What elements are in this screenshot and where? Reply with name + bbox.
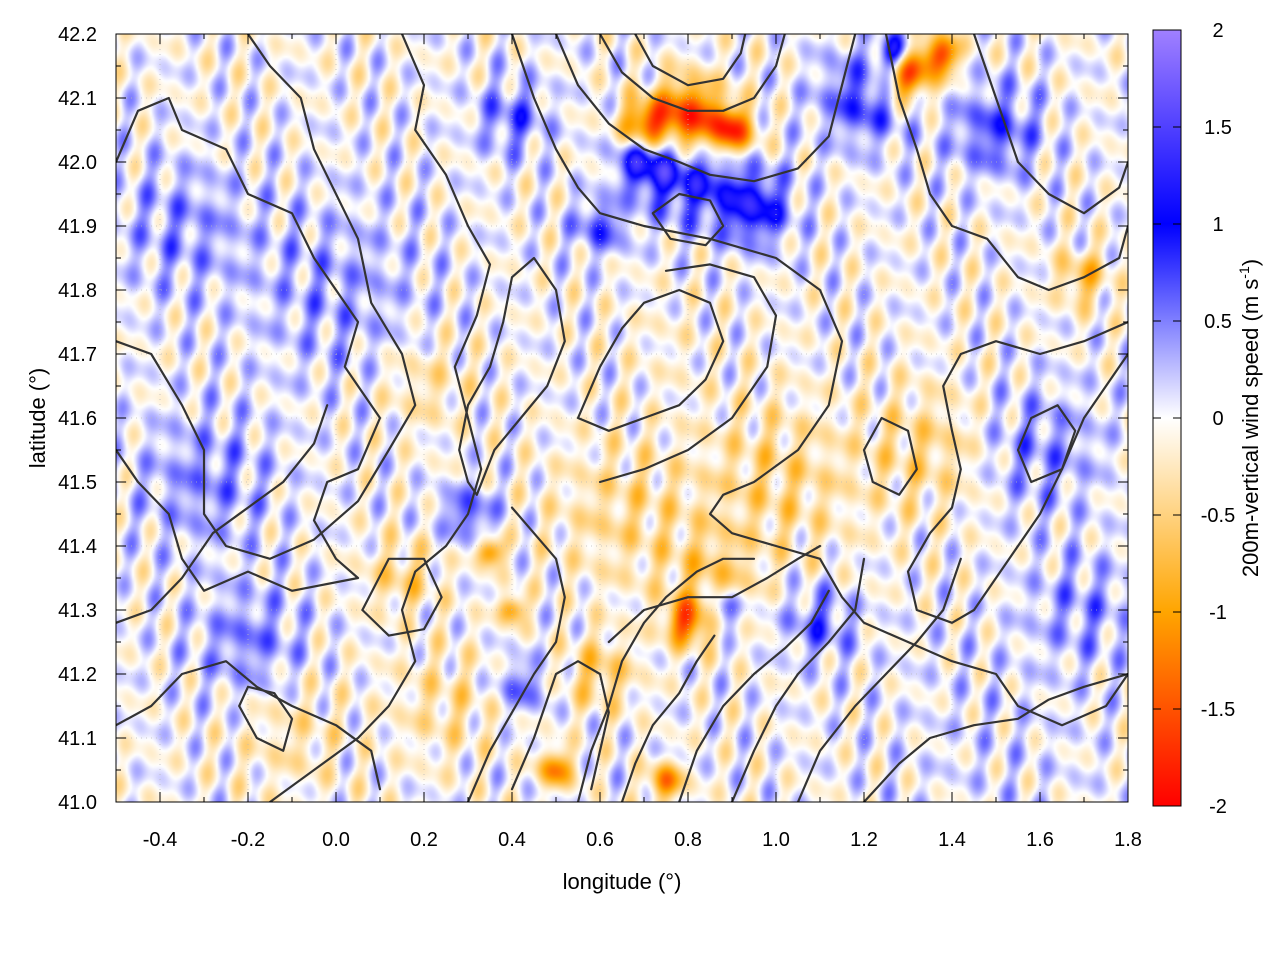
grid-lines — [116, 34, 1128, 802]
y-tick-label: 41.5 — [58, 472, 97, 494]
colorbar-tick-label: -1 — [1209, 602, 1227, 624]
contour-line-20 — [576, 288, 725, 432]
y-tick-label: 41.8 — [58, 280, 97, 302]
contour-line-23 — [116, 404, 329, 624]
y-tick-label: 41.7 — [58, 344, 97, 366]
y-axis: 41.0 41.1 41.2 41.3 41.4 41.5 41.6 41.7 41.8 41.9… — [58, 24, 1128, 814]
contour-line-19 — [458, 256, 566, 496]
colorbar-ticks: -2 -1.5 -1 -0.5 0 0.5 1 1.5 2 — [1153, 20, 1235, 818]
contour-line-4 — [554, 34, 857, 183]
y-tick-label: 42.0 — [58, 152, 97, 174]
colorbar-title-main: 200m-vertical wind speed (m s — [1238, 279, 1263, 577]
colorbar: -2 -1.5 -1 -0.5 0 0.5 1 1.5 2 200m-vertical wind… — [1152, 20, 1263, 818]
x-tick-label: 1.6 — [1026, 829, 1054, 851]
x-tick-label: 0.8 — [674, 829, 702, 851]
y-tick-label: 42.1 — [58, 88, 97, 110]
contour-line-10 — [862, 672, 1128, 802]
contour-line-14 — [607, 544, 822, 644]
contour-line-12 — [730, 557, 866, 802]
contour-line-21 — [598, 263, 778, 484]
y-tick-label: 41.0 — [58, 792, 97, 814]
contour-line-17 — [510, 660, 610, 791]
y-tick-label: 41.9 — [58, 216, 97, 238]
contour-line-25 — [862, 416, 918, 496]
contour-line-27 — [361, 557, 443, 637]
x-tick-label: -0.4 — [143, 829, 177, 851]
contour-line-18 — [466, 506, 566, 802]
x-tick-label: 1.2 — [850, 829, 878, 851]
y-tick-label: 42.2 — [58, 24, 97, 46]
contour-line-28 — [651, 192, 725, 247]
contour-line-9 — [906, 320, 1128, 624]
contour-line-7 — [884, 34, 1128, 292]
colorbar-tick-label: -1.5 — [1201, 699, 1235, 721]
contour-line-3 — [510, 34, 1128, 727]
colorbar-tick-label: 1 — [1212, 214, 1223, 236]
x-axis: -0.4 -0.2 0.0 0.2 0.4 0.6 0.8 1.0 1.2 1.4 1.6 1.8 — [115, 34, 1142, 851]
contour-line-6 — [634, 34, 747, 87]
x-tick-label: 1.4 — [938, 829, 966, 851]
colorbar-tick-label: 1.5 — [1204, 117, 1232, 139]
contour-line-26 — [1016, 404, 1077, 484]
contour-line-1 — [116, 34, 417, 560]
colorbar-title-end: ) — [1238, 259, 1263, 266]
colorbar-tick-label: 0 — [1212, 408, 1223, 430]
colorbar-tick-label: 0.5 — [1204, 311, 1232, 333]
colorbar-tick-label: -0.5 — [1201, 505, 1235, 527]
x-tick-label: 0.2 — [410, 829, 438, 851]
contour-line-11 — [796, 557, 962, 802]
y-tick-label: 41.1 — [58, 728, 97, 750]
x-axis-title: longitude (°) — [563, 869, 682, 894]
x-tick-label: 1.0 — [762, 829, 790, 851]
plot-area — [115, 33, 1129, 803]
y-axis-title: latitude (°) — [25, 368, 50, 469]
contour-line-5 — [598, 34, 786, 112]
colorbar-tick-label: -2 — [1209, 796, 1227, 818]
colorbar-tick-label: 2 — [1212, 20, 1223, 42]
x-tick-label: 0.4 — [498, 829, 526, 851]
contour-line-13 — [678, 589, 830, 802]
colorbar-title-exponent: -1 — [1236, 266, 1252, 279]
y-tick-label: 41.2 — [58, 664, 97, 686]
contour-line-15 — [576, 557, 756, 802]
x-tick-label: -0.2 — [231, 829, 265, 851]
contour-line-0 — [116, 96, 382, 592]
x-tick-label: 0.0 — [322, 829, 350, 851]
contour-line-24 — [238, 685, 294, 752]
y-tick-label: 41.6 — [58, 408, 97, 430]
contour-line-2 — [268, 34, 492, 802]
colorbar-title: 200m-vertical wind speed (m s-1) — [1236, 259, 1263, 577]
x-tick-label: 0.6 — [586, 829, 614, 851]
contour-lines — [116, 34, 1128, 802]
contour-line-22 — [116, 660, 382, 791]
y-tick-label: 41.3 — [58, 600, 97, 622]
contour-line-8 — [972, 34, 1128, 215]
contour-line-16 — [620, 634, 716, 802]
x-tick-label: 1.8 — [1114, 829, 1142, 851]
y-tick-label: 41.4 — [58, 536, 97, 558]
